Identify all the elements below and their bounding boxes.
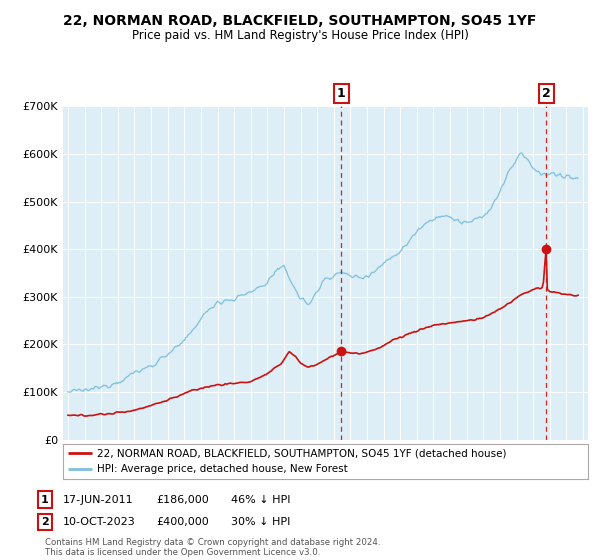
Text: 2: 2 [41,517,49,527]
Text: 1: 1 [41,494,49,505]
Text: 46% ↓ HPI: 46% ↓ HPI [231,494,290,505]
Text: 22, NORMAN ROAD, BLACKFIELD, SOUTHAMPTON, SO45 1YF (detached house): 22, NORMAN ROAD, BLACKFIELD, SOUTHAMPTON… [97,449,506,459]
Text: 30% ↓ HPI: 30% ↓ HPI [231,517,290,527]
Text: 2: 2 [542,87,550,100]
Text: 17-JUN-2011: 17-JUN-2011 [63,494,134,505]
Text: Contains HM Land Registry data © Crown copyright and database right 2024.
This d: Contains HM Land Registry data © Crown c… [45,538,380,557]
Text: £186,000: £186,000 [156,494,209,505]
Text: 1: 1 [337,87,346,100]
Text: Price paid vs. HM Land Registry's House Price Index (HPI): Price paid vs. HM Land Registry's House … [131,29,469,42]
Text: £400,000: £400,000 [156,517,209,527]
Text: 22, NORMAN ROAD, BLACKFIELD, SOUTHAMPTON, SO45 1YF: 22, NORMAN ROAD, BLACKFIELD, SOUTHAMPTON… [64,14,536,28]
Text: 10-OCT-2023: 10-OCT-2023 [63,517,136,527]
Text: HPI: Average price, detached house, New Forest: HPI: Average price, detached house, New … [97,464,348,474]
